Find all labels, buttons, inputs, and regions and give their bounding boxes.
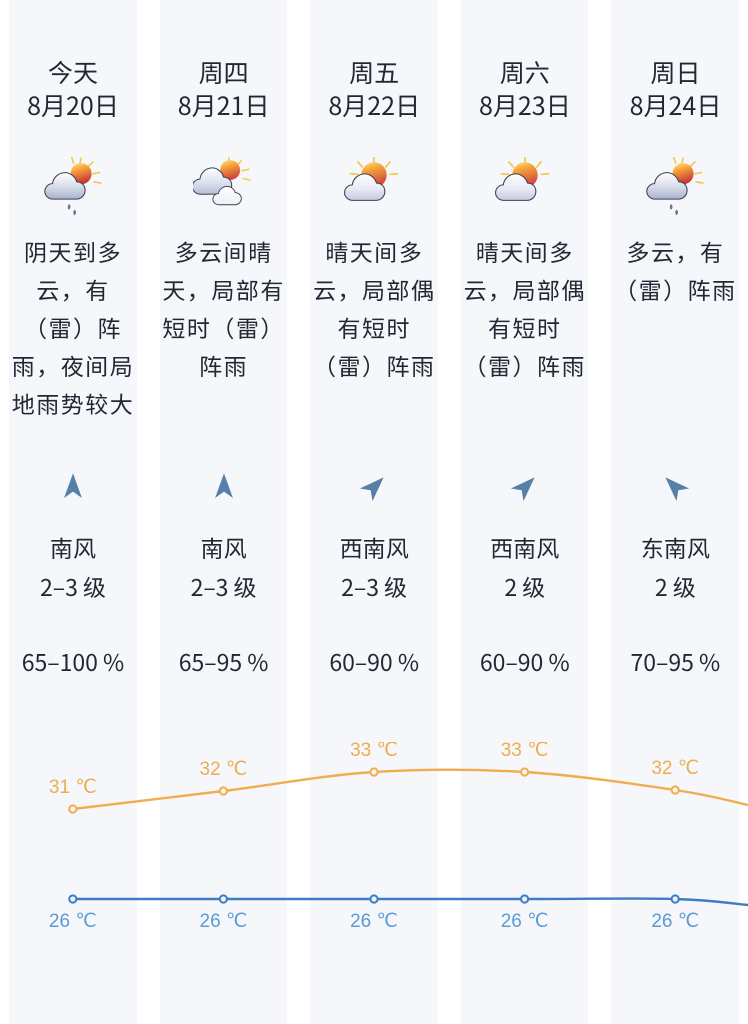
svg-text:31 ℃: 31 ℃	[49, 777, 97, 798]
svg-text:26 ℃: 26 ℃	[651, 911, 699, 932]
svg-text:26 ℃: 26 ℃	[49, 911, 97, 932]
svg-text:32 ℃: 32 ℃	[651, 758, 699, 779]
svg-text:32 ℃: 32 ℃	[200, 759, 248, 780]
svg-text:26 ℃: 26 ℃	[350, 911, 398, 932]
svg-text:26 ℃: 26 ℃	[200, 911, 248, 932]
svg-text:26 ℃: 26 ℃	[501, 911, 549, 932]
svg-text:33 ℃: 33 ℃	[350, 742, 398, 761]
svg-text:33 ℃: 33 ℃	[501, 742, 549, 761]
